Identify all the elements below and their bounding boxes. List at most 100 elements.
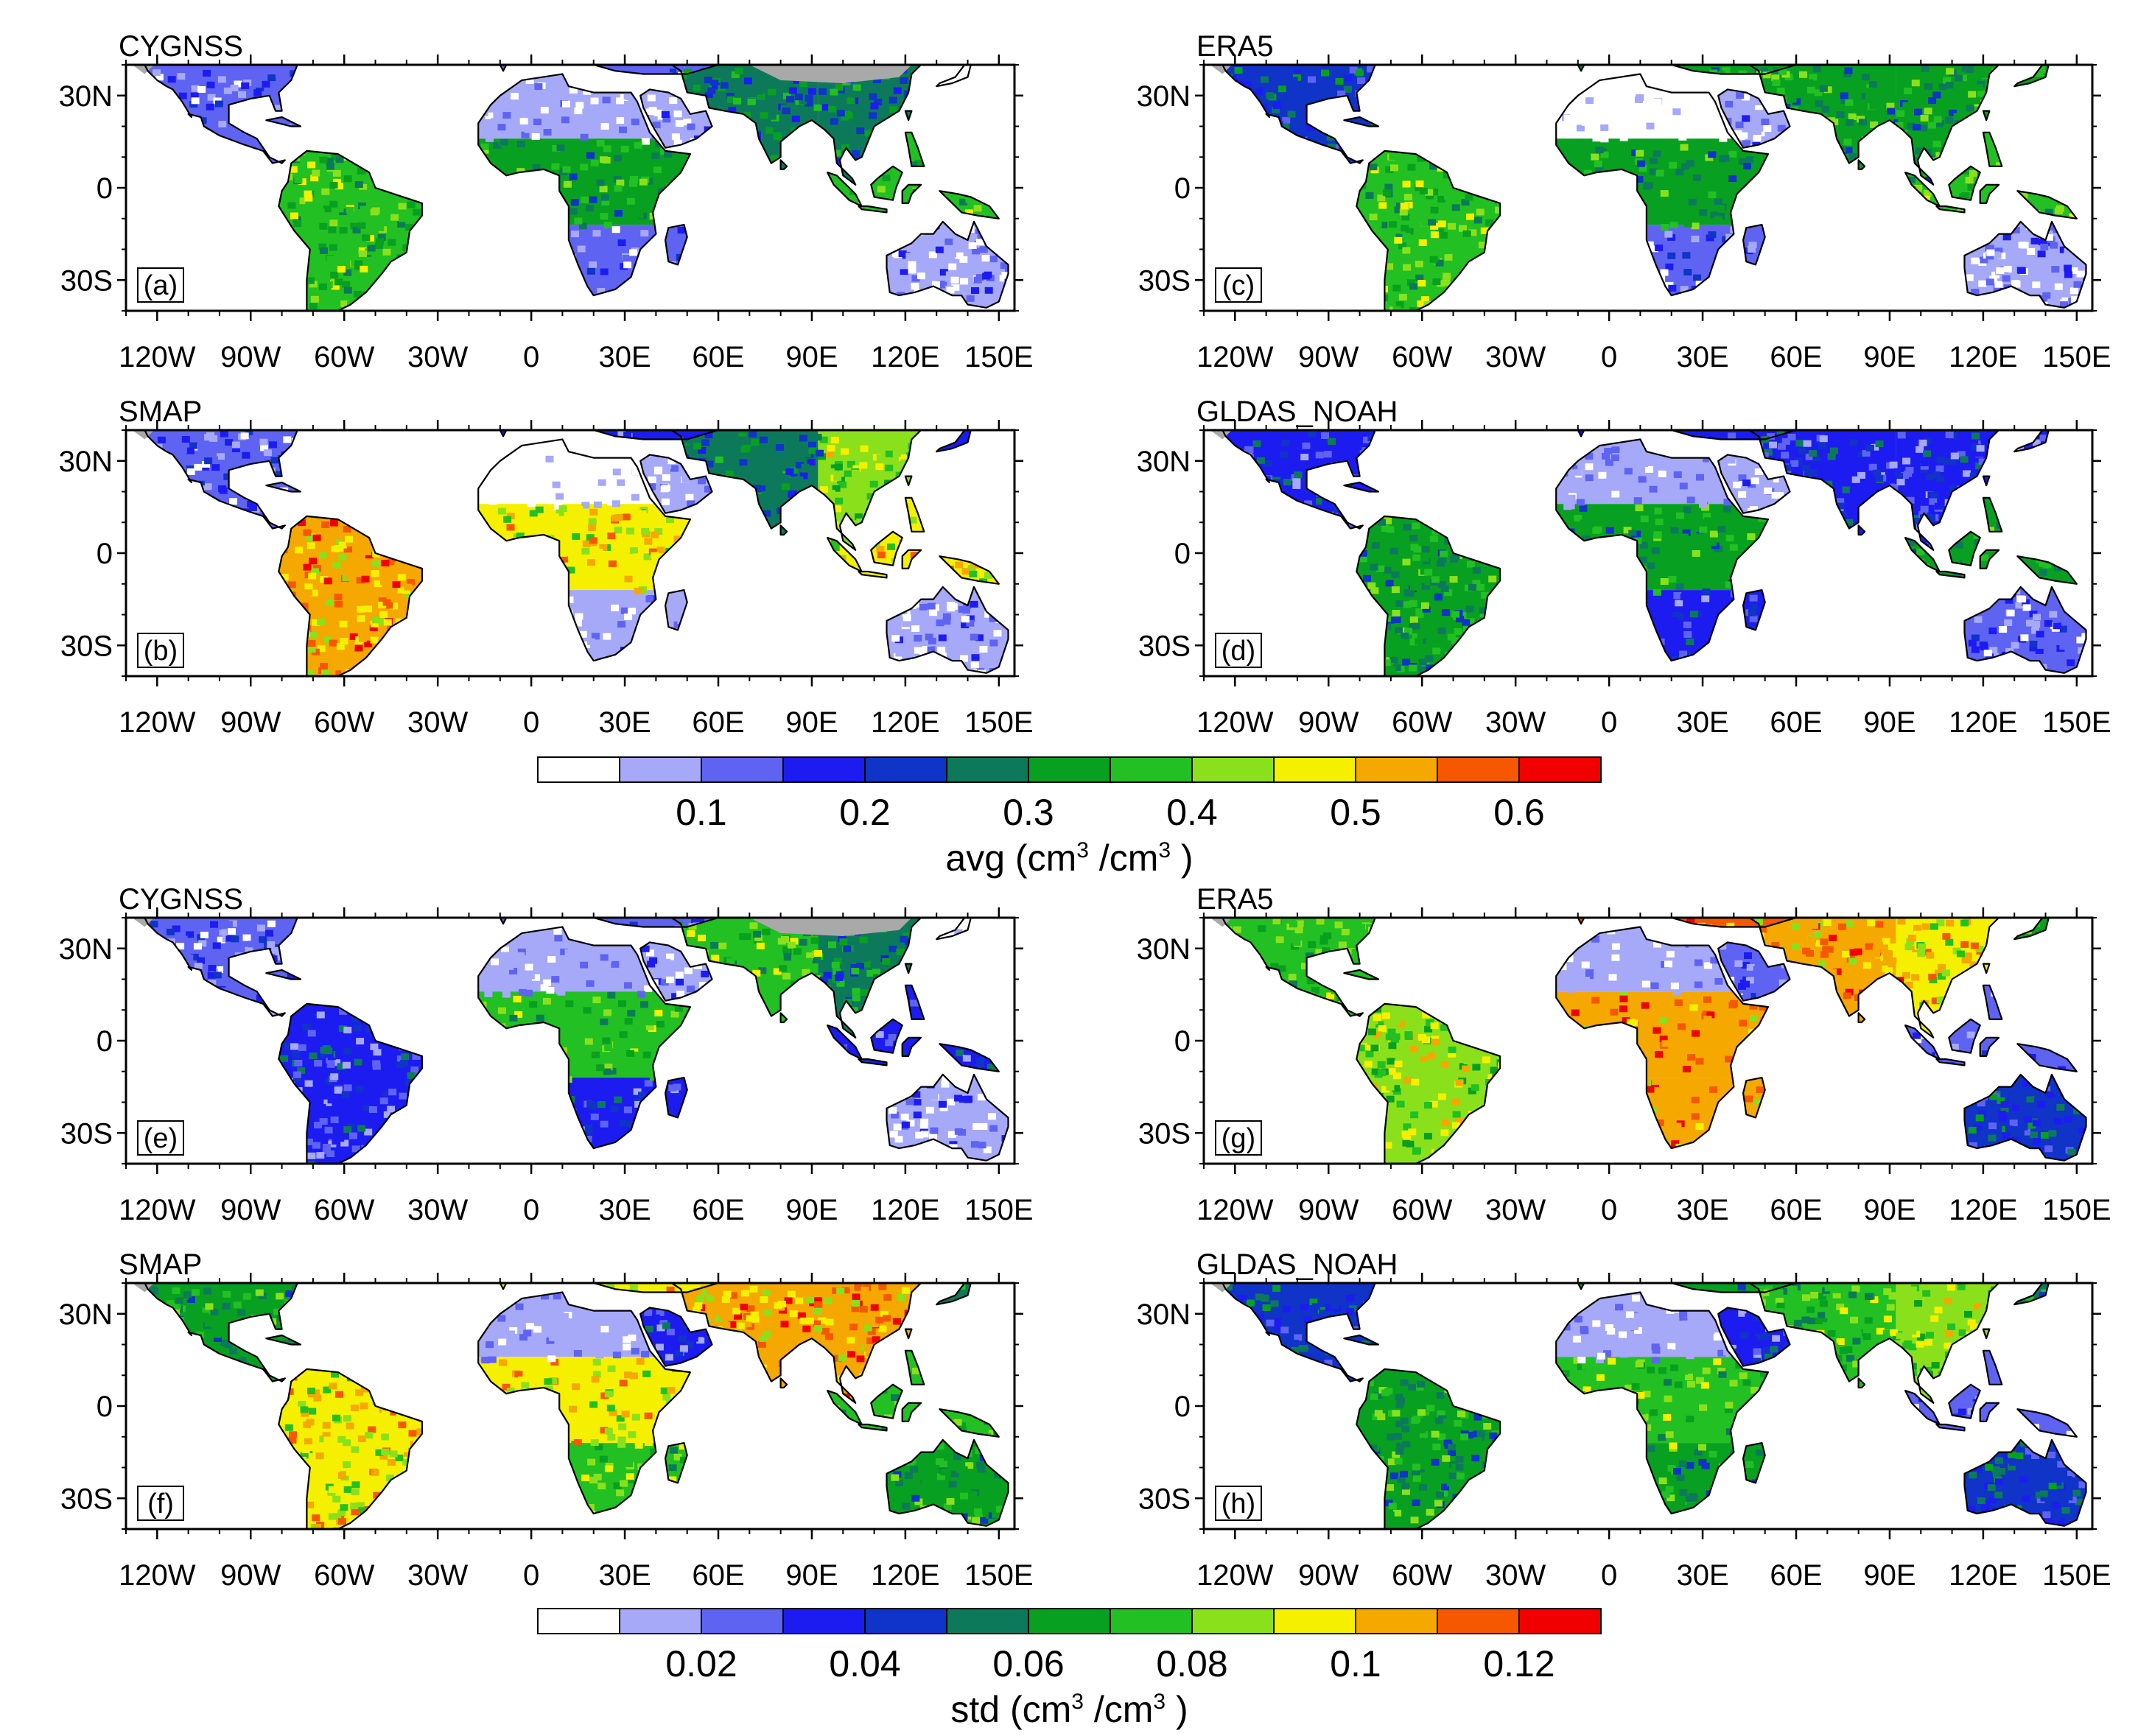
- lon-tick-label: 60W: [1392, 706, 1452, 739]
- colorbar-swatch: [864, 1608, 947, 1634]
- lon-tick-label: 120W: [1196, 1194, 1274, 1226]
- lat-tick-label: 30S: [1138, 264, 1191, 297]
- panel-letter: (h): [1222, 1489, 1255, 1519]
- missing-data-region: [1210, 65, 1233, 74]
- lon-tick-label: 120W: [1196, 1559, 1274, 1592]
- colorbar-swatch: [1110, 756, 1193, 783]
- lat-tick-label: 0: [1174, 538, 1191, 570]
- missing-data-region: [132, 918, 155, 927]
- lon-tick-label: 150E: [964, 1194, 1033, 1226]
- panel-letter-box: [137, 267, 184, 303]
- lon-tick-label: 150E: [964, 706, 1033, 739]
- land-sulawesi: [902, 1037, 922, 1056]
- lon-tick-label: 60E: [692, 706, 744, 739]
- lon-tick-label: 90W: [1298, 341, 1359, 373]
- colorbar-swatch: [946, 756, 1029, 783]
- lon-tick-label: 120W: [1196, 341, 1274, 373]
- unit-superscript: 3: [1076, 838, 1089, 862]
- panel-letter-box: [137, 633, 184, 668]
- colorbar-swatch: [537, 756, 620, 783]
- lon-tick-label: 60E: [1770, 341, 1822, 373]
- land-sumatra: [827, 172, 862, 206]
- land-cuba: [266, 482, 301, 492]
- lon-tick-label: 0: [523, 1194, 539, 1226]
- panel-letter-box: [1215, 633, 1262, 668]
- lon-tick-label: 60W: [314, 341, 374, 373]
- lon-tick-label: 90E: [785, 1194, 838, 1226]
- colorbar-swatch: [701, 1608, 784, 1634]
- lon-tick-label: 30E: [598, 341, 651, 373]
- lon-tick-label: 90E: [1863, 706, 1916, 739]
- colorbar-tick-label: 0.3: [1003, 792, 1054, 833]
- colorbar-swatch: [1437, 756, 1520, 783]
- land-cuba: [1344, 117, 1378, 127]
- colorbar-swatch: [619, 756, 702, 783]
- lat-tick-label: 30N: [59, 80, 113, 113]
- colorbar-swatch: [537, 1608, 620, 1634]
- lat-tick-label: 30N: [59, 446, 113, 478]
- lon-tick-label: 120E: [871, 1194, 939, 1226]
- lon-tick-label: 120E: [871, 341, 939, 373]
- lon-tick-label: 30W: [1485, 1559, 1546, 1592]
- lon-tick-label: 120W: [119, 1194, 196, 1226]
- map-panel-a: CYGNSS (a) 30N 0 30S 120W 90W 60W 30W 0 30E 60E 90E 1…: [59, 30, 1034, 373]
- lon-tick-label: 60W: [1392, 1194, 1452, 1226]
- colorbar-swatch: [782, 756, 866, 783]
- missing-data-region: [1210, 918, 1233, 927]
- lon-tick-label: 0: [523, 341, 539, 373]
- unit-superscript: 3: [1153, 1690, 1166, 1714]
- colorbar-title: std (cm3 /cm3 ): [950, 1689, 1188, 1730]
- land-eur: [1577, 430, 1796, 440]
- lat-tick-label: 0: [1174, 1391, 1191, 1423]
- land-phil: [905, 497, 925, 532]
- lon-tick-label: 150E: [964, 1559, 1033, 1592]
- lon-tick-label: 120W: [119, 1559, 196, 1592]
- land-sa: [1356, 516, 1500, 676]
- land-cuba: [1344, 970, 1378, 980]
- lat-tick-label: 0: [1174, 1025, 1191, 1058]
- land-sulawesi: [1980, 1402, 1999, 1422]
- colorbar-tick-label: 0.4: [1166, 792, 1218, 833]
- land-arab: [640, 1307, 712, 1366]
- lon-tick-label: 150E: [2042, 341, 2111, 373]
- land-cuba: [1344, 482, 1378, 492]
- lon-tick-label: 120E: [1949, 1559, 2017, 1592]
- colorbar-swatch: [946, 1608, 1029, 1634]
- coastlines: [126, 65, 1009, 311]
- coastlines: [1204, 430, 2087, 676]
- lon-tick-label: 60E: [1770, 706, 1822, 739]
- land-japan: [2014, 1283, 2049, 1305]
- lon-tick-label: 60W: [314, 1559, 374, 1592]
- land-japan: [936, 65, 971, 87]
- coastlines: [126, 430, 1009, 676]
- lat-tick-label: 30S: [60, 1117, 113, 1150]
- colorbar-tick-label: 0.6: [1493, 792, 1545, 833]
- colorbar-swatch: [1110, 1608, 1193, 1634]
- map-panel-f: SMAP (f) 30N 0 30S 120W 90W 60W 30W 0 30E 60E 90E 120…: [59, 1248, 1034, 1592]
- lon-tick-label: 60W: [314, 1194, 374, 1226]
- colorbar-tick-label: 0.2: [839, 792, 891, 833]
- land-eur: [500, 1283, 718, 1293]
- lon-tick-label: 60E: [692, 341, 744, 373]
- panel-letter-box: [1215, 1120, 1262, 1156]
- panel-letter-box: [1215, 267, 1262, 303]
- colorbar-swatch: [1355, 1608, 1438, 1634]
- panel-title: CYGNSS: [119, 30, 243, 63]
- missing-data-region: [132, 430, 155, 440]
- map-panel-h: GLDAS_NOAH (h) 30N 0 30S 120W 90W 60W 30W 0 30E 60E…: [1137, 1248, 2111, 1592]
- panel-letter-box: [137, 1120, 184, 1156]
- coastlines: [1204, 918, 2087, 1164]
- colorbar-title-part: ): [1171, 837, 1194, 879]
- lon-tick-label: 30E: [1676, 706, 1728, 739]
- land-cuba: [1344, 1335, 1378, 1345]
- colorbar-title: avg (cm3 /cm3 ): [945, 837, 1193, 879]
- colorbar-swatch: [1437, 1608, 1520, 1634]
- unit-superscript: 3: [1071, 1690, 1084, 1714]
- panel-letter-box: [1215, 1486, 1262, 1521]
- land-ng: [939, 191, 999, 219]
- panel-letter: (e): [144, 1123, 178, 1154]
- lon-tick-label: 30W: [407, 1194, 468, 1226]
- lon-tick-label: 0: [1601, 1194, 1617, 1226]
